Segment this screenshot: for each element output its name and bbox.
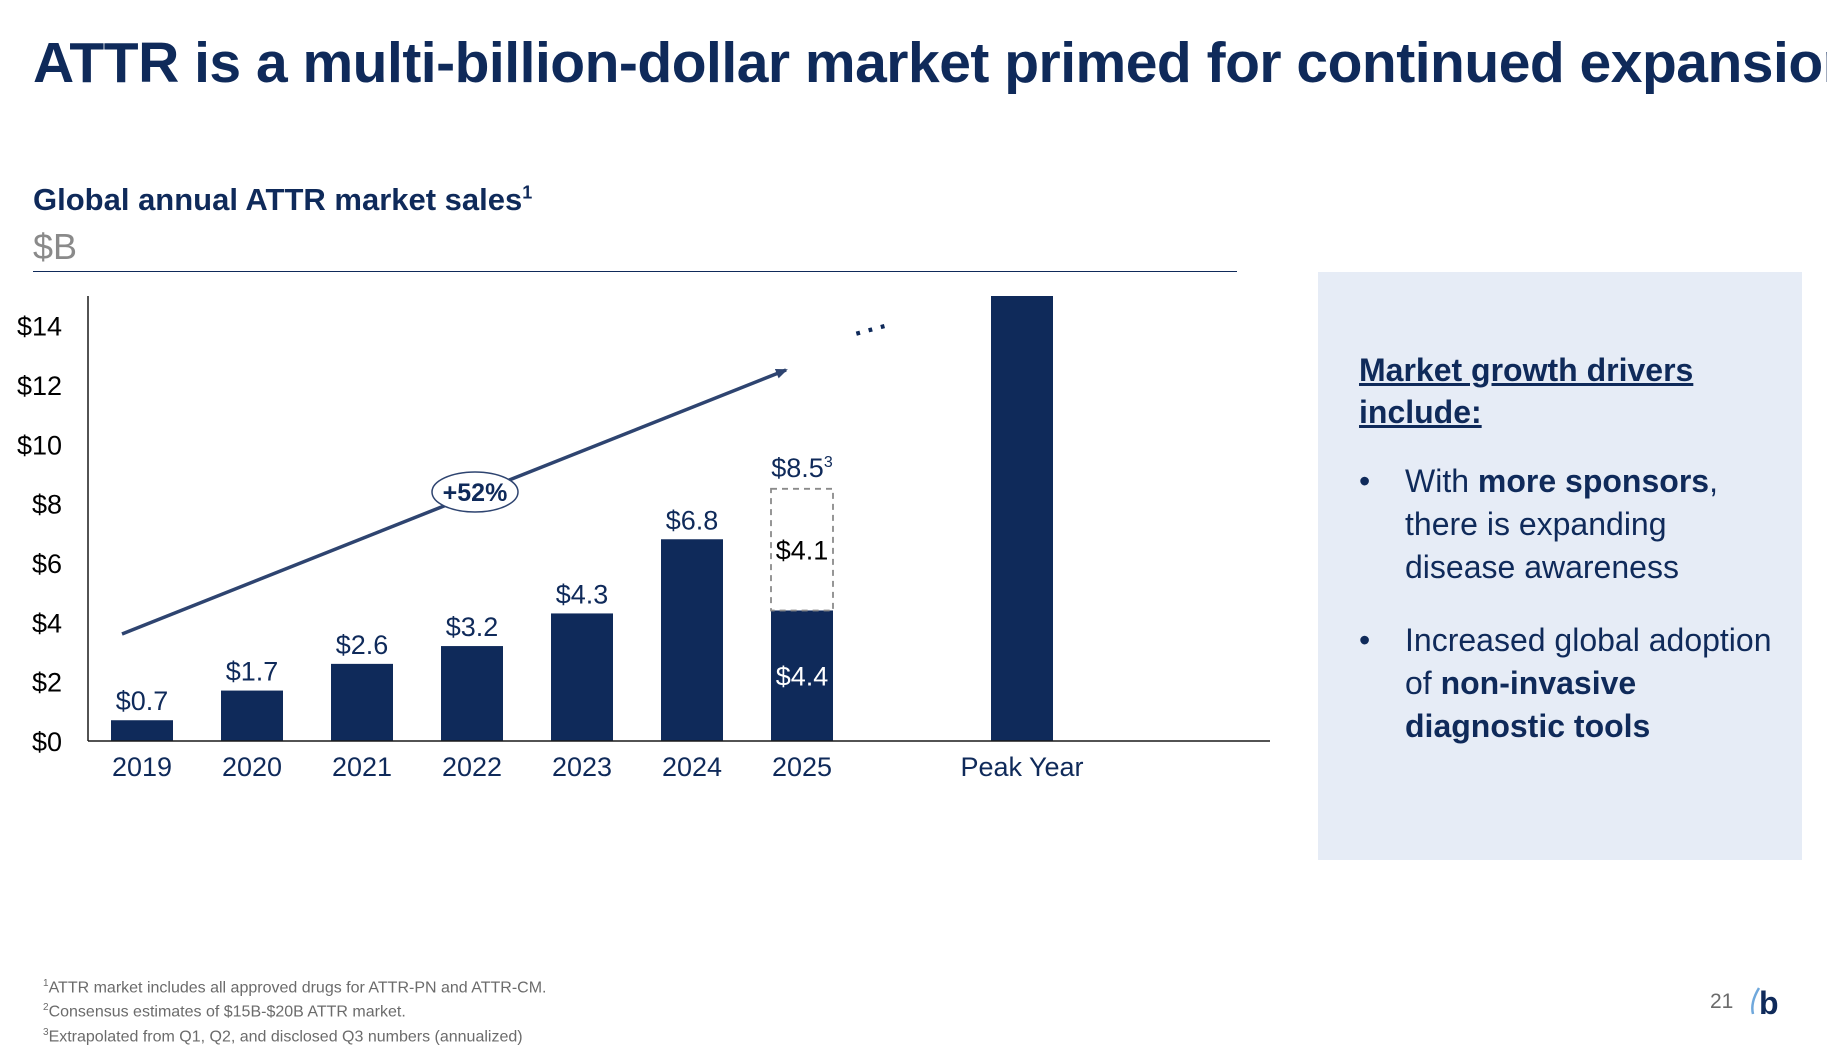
drivers-heading: Market growth drivers include:	[1359, 352, 1694, 430]
growth-annotation-label: +52%	[443, 479, 508, 507]
bar-2022	[441, 646, 503, 741]
x-category-label: 2019	[112, 752, 172, 782]
x-category-label: Peak Year	[960, 752, 1083, 782]
y-axis-ticks: $0 $2 $4 $6 $8 $10 $12 $14	[17, 312, 62, 757]
y-tick-label: $8	[32, 490, 62, 520]
bullet-icon: •	[1359, 463, 1371, 499]
x-category-label: 2024	[662, 752, 722, 782]
bar-value-label: $0.7	[116, 686, 169, 716]
company-logo-icon: b	[1751, 985, 1779, 1020]
bar-value-label: $4.4	[776, 662, 829, 692]
footnotes: 1ATTR market includes all approved drugs…	[43, 974, 547, 1047]
driver-emphasis: more sponsors	[1477, 463, 1710, 499]
bars: $0.7$1.7$2.6$3.2$4.3$6.8$4.4$15-$202	[111, 296, 1053, 741]
y-tick-label: $0	[32, 727, 62, 757]
page-title: ATTR is a multi-billion-dollar market pr…	[33, 31, 1827, 95]
chart-annotations: $4.1 $8.53 +52% …	[121, 293, 893, 636]
drivers-list: • With more sponsors, there is expanding …	[1359, 460, 1779, 778]
bar-2025-extrapolated-segment	[770, 487, 834, 612]
driver-item: • With more sponsors, there is expanding …	[1359, 460, 1779, 589]
driver-text: Increased global adoption of	[1405, 622, 1772, 701]
market-sales-bar-chart: $0 $2 $4 $6 $8 $10 $12 $14 $0.7 $1.7 $2.6 $3.2 $4.3…	[17, 293, 1270, 782]
market-growth-drivers-panel: Market growth drivers include: • With mor…	[1318, 272, 1802, 860]
extrapolated-total-footnote-marker: 3	[824, 454, 833, 471]
chart-title-footnote-marker: 1	[522, 182, 533, 203]
y-tick-label: $6	[32, 549, 62, 579]
bar-2020	[221, 690, 283, 741]
x-category-label: 2023	[552, 752, 612, 782]
logo-letter: b	[1759, 985, 1779, 1020]
bar-value-label: $4.3	[556, 579, 609, 609]
axes: 2019 2020 2021 2022 2023 2024 2025 Peak Year	[87, 296, 1270, 782]
bullet-icon: •	[1359, 622, 1371, 658]
x-category-label: 2021	[332, 752, 392, 782]
y-tick-label: $10	[17, 430, 62, 460]
bar-peak-year	[991, 296, 1053, 741]
extrapolated-total-label: $8.53	[771, 453, 833, 483]
footnote: 2Consensus estimates of $15B-$20B ATTR m…	[43, 998, 547, 1022]
driver-text: , there is expanding disease awareness	[1405, 463, 1718, 585]
driver-item: • Increased global adoption of non-invasi…	[1359, 619, 1779, 748]
page-number: 21	[1710, 990, 1734, 1013]
growth-annotation-bubble	[431, 471, 519, 513]
driver-text: With	[1405, 463, 1478, 499]
bar-value-label: $3.2	[446, 612, 499, 642]
footnote-text: ATTR market includes all approved drugs …	[48, 979, 547, 997]
bar-2021	[331, 663, 393, 741]
y-tick-label: $14	[17, 312, 62, 342]
extrapolated-increment-label: $4.1	[776, 536, 829, 566]
y-tick-label: $12	[17, 371, 62, 401]
y-tick-label: $4	[32, 608, 62, 638]
chart-unit-label: $B	[33, 226, 78, 267]
chart-title-divider	[33, 271, 1237, 272]
bar-2025	[771, 610, 833, 741]
bar-2023	[551, 613, 613, 741]
footnote-marker: 1	[43, 978, 49, 989]
footnote-marker: 3	[43, 1026, 49, 1038]
bar-value-label: $1.7	[226, 657, 279, 687]
y-tick-label: $2	[32, 668, 62, 698]
footnote-text: Extrapolated from Q1, Q2, and disclosed …	[48, 1027, 523, 1045]
footnote-text: Consensus estimates of $15B-$20B ATTR ma…	[48, 1003, 406, 1021]
x-category-label: 2020	[222, 752, 282, 782]
driver-emphasis: non-invasive diagnostic tools	[1405, 665, 1651, 744]
x-category-label: 2025	[772, 752, 832, 782]
extrapolated-total-text: $8.5	[771, 453, 824, 483]
bar-2024	[661, 539, 723, 741]
footnote-marker: 2	[43, 1002, 49, 1014]
bar-value-label: $6.8	[666, 505, 719, 535]
x-category-label: 2022	[442, 752, 502, 782]
bar-value-label: $2.6	[336, 630, 389, 660]
chart-title-text: Global annual ATTR market sales	[33, 182, 523, 217]
footnote: 1ATTR market includes all approved drugs…	[43, 974, 547, 998]
bar-2019	[111, 720, 173, 741]
chart-title: Global annual ATTR market sales1	[33, 182, 532, 218]
continuation-ellipsis: …	[843, 293, 893, 346]
